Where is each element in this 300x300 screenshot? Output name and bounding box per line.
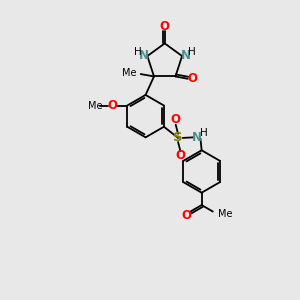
Text: Me: Me	[88, 100, 102, 110]
Text: O: O	[181, 208, 191, 222]
Text: O: O	[171, 113, 181, 127]
Text: H: H	[188, 47, 196, 58]
Text: O: O	[187, 72, 197, 85]
Text: O: O	[107, 99, 117, 112]
Text: N: N	[192, 131, 202, 144]
Text: Me: Me	[218, 209, 232, 220]
Text: O: O	[176, 149, 185, 162]
Text: N: N	[139, 49, 149, 62]
Text: H: H	[134, 47, 142, 58]
Text: N: N	[181, 49, 190, 62]
Text: O: O	[160, 20, 170, 33]
Text: Me: Me	[122, 68, 136, 78]
Text: H: H	[200, 128, 208, 138]
Text: S: S	[173, 131, 183, 144]
